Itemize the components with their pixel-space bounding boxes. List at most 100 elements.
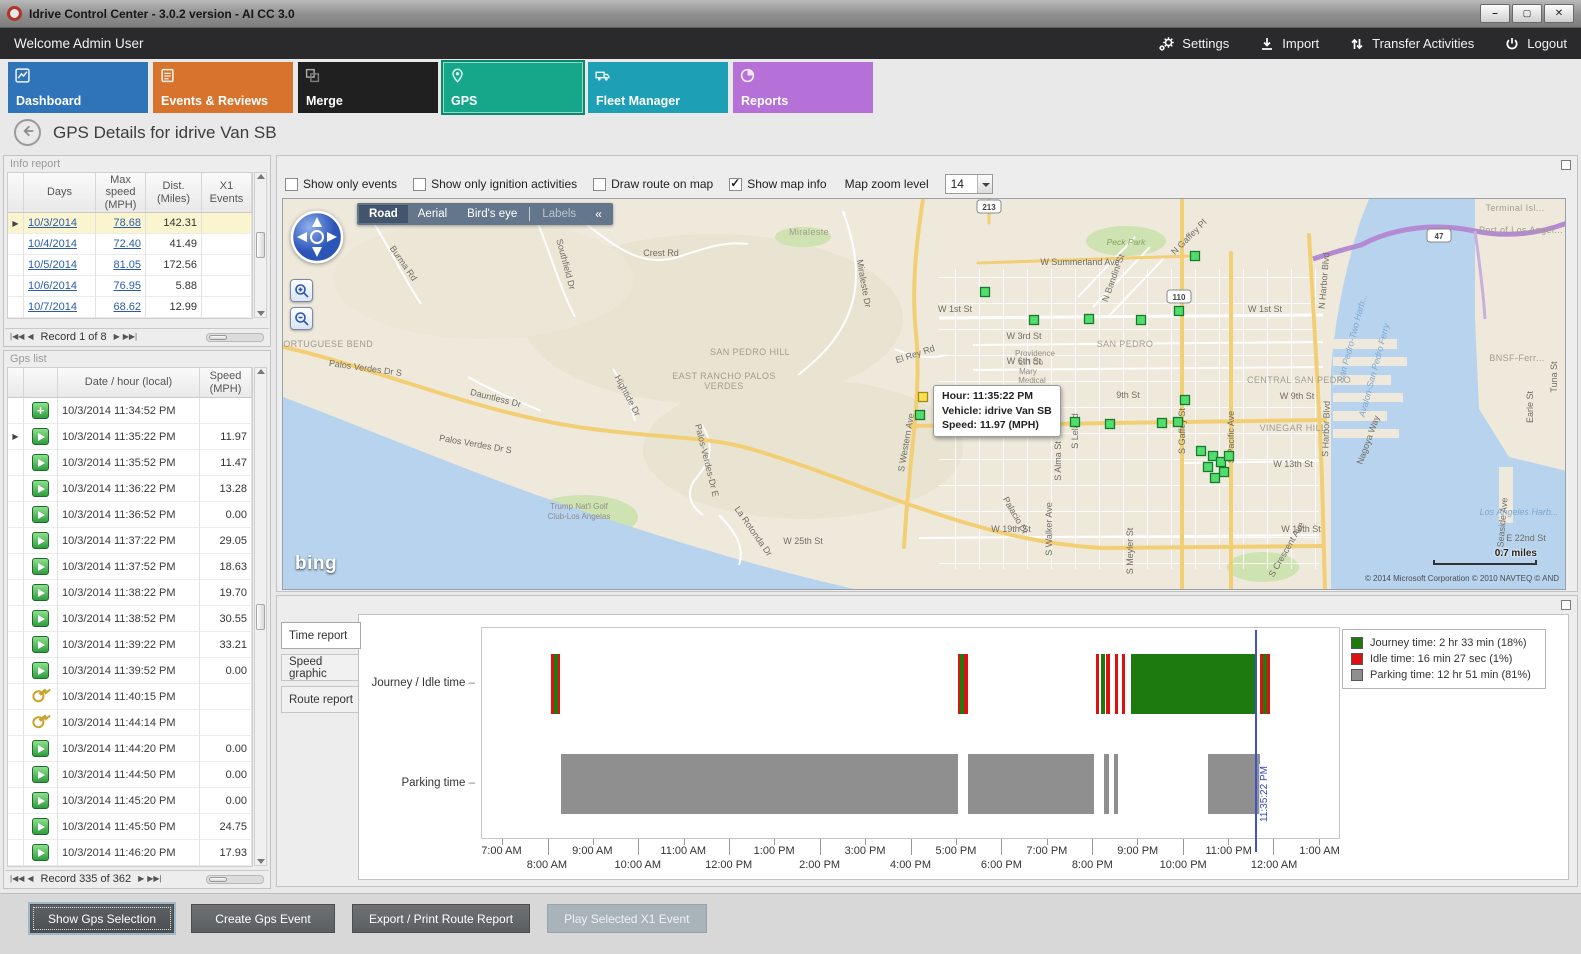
gps-marker[interactable] bbox=[1207, 450, 1219, 462]
pager-prev-button[interactable] bbox=[27, 333, 33, 341]
column-header-max-speed[interactable]: Max speed (MPH) bbox=[96, 173, 146, 212]
pager-prev-button[interactable] bbox=[27, 875, 33, 883]
map-style-labels[interactable]: Labels bbox=[542, 208, 577, 220]
list-item[interactable]: 10/3/2014 11:46:20 PM 17.93 bbox=[8, 840, 252, 866]
list-item[interactable]: 10/3/2014 11:45:50 PM 24.75 bbox=[8, 814, 252, 840]
minimize-button[interactable] bbox=[1480, 4, 1510, 23]
day-link[interactable]: 10/3/2014 bbox=[24, 213, 96, 234]
list-item[interactable]: 10/3/2014 11:38:52 PM 30.55 bbox=[8, 606, 252, 632]
maximize-panel-icon[interactable] bbox=[1561, 160, 1571, 170]
checkbox-show-only-events[interactable]: Show only events bbox=[285, 177, 397, 191]
play-selected-x1-event-button[interactable]: Play Selected X1 Event bbox=[547, 904, 707, 933]
vertical-scrollbar[interactable] bbox=[254, 172, 267, 318]
map-canvas[interactable]: Miraleste Peck Park W Summerland Ave Crest … bbox=[282, 198, 1566, 590]
gps-marker[interactable] bbox=[1028, 314, 1040, 326]
list-item[interactable]: 10/3/2014 11:39:52 PM 0.00 bbox=[8, 658, 252, 684]
max-speed-link[interactable]: 72.40 bbox=[96, 234, 146, 255]
map-style-road[interactable]: Road bbox=[359, 205, 408, 223]
import-button[interactable]: Import bbox=[1259, 36, 1319, 52]
pager-slider[interactable] bbox=[206, 874, 264, 884]
map-style-birds-eye[interactable]: Bird's eye bbox=[467, 208, 518, 220]
maximize-panel-icon[interactable] bbox=[1561, 600, 1571, 610]
gps-marker[interactable] bbox=[1218, 466, 1230, 478]
list-item[interactable]: 10/3/2014 11:38:22 PM 19.70 bbox=[8, 580, 252, 606]
scroll-up-icon[interactable] bbox=[256, 174, 265, 179]
max-speed-link[interactable]: 76.95 bbox=[96, 276, 146, 297]
gantt-plot[interactable]: 11:35:22 PM bbox=[481, 627, 1340, 855]
gps-marker[interactable] bbox=[1104, 418, 1116, 430]
pager-next-button[interactable] bbox=[138, 875, 144, 883]
day-link[interactable]: 10/5/2014 bbox=[24, 255, 96, 276]
gps-marker[interactable] bbox=[1172, 416, 1184, 428]
tab-dashboard[interactable]: Dashboard bbox=[8, 62, 148, 113]
map-compass-control[interactable] bbox=[290, 210, 344, 267]
pager-last-button[interactable] bbox=[123, 333, 137, 341]
pager-slider-thumb[interactable] bbox=[209, 876, 227, 882]
column-header-date[interactable]: Date / hour (local) bbox=[58, 368, 200, 397]
pager-slider-thumb[interactable] bbox=[209, 334, 227, 340]
list-item[interactable]: 10/3/2014 11:44:20 PM 0.00 bbox=[8, 736, 252, 762]
scroll-up-icon[interactable] bbox=[256, 369, 265, 374]
time-cursor[interactable] bbox=[1254, 630, 1257, 852]
list-item[interactable]: 10/3/2014 11:45:20 PM 0.00 bbox=[8, 788, 252, 814]
gps-marker[interactable] bbox=[1202, 461, 1214, 473]
maximize-button[interactable] bbox=[1512, 4, 1542, 23]
tab-speed-graphic[interactable]: Speed graphic bbox=[281, 654, 359, 681]
column-header-speed[interactable]: Speed (MPH) bbox=[200, 368, 252, 397]
pager-last-button[interactable] bbox=[147, 875, 161, 883]
transfer-activities-button[interactable]: Transfer Activities bbox=[1349, 36, 1474, 52]
tab-merge[interactable]: Merge bbox=[298, 62, 438, 113]
max-speed-link[interactable]: 68.62 bbox=[96, 297, 146, 318]
table-row[interactable]: 10/7/2014 68.62 12.99 bbox=[8, 297, 252, 318]
day-link[interactable]: 10/6/2014 bbox=[24, 276, 96, 297]
table-row[interactable]: 10/3/2014 78.68 142.31 bbox=[8, 213, 252, 234]
settings-button[interactable]: Settings bbox=[1158, 35, 1229, 52]
create-gps-event-button[interactable]: Create Gps Event bbox=[191, 904, 335, 933]
scroll-thumb[interactable] bbox=[256, 603, 265, 630]
gps-marker[interactable] bbox=[1135, 314, 1147, 326]
tab-time-report[interactable]: Time report bbox=[281, 622, 361, 649]
checkbox-show-only-ignition[interactable]: Show only ignition activities bbox=[413, 177, 577, 191]
gps-marker[interactable] bbox=[1069, 416, 1081, 428]
collapse-button[interactable]: « bbox=[595, 207, 602, 221]
tab-route-report[interactable]: Route report bbox=[281, 686, 359, 713]
list-item[interactable]: 10/3/2014 11:40:15 PM bbox=[8, 684, 252, 710]
list-item[interactable]: 10/3/2014 11:35:52 PM 11.47 bbox=[8, 450, 252, 476]
list-item[interactable]: 10/3/2014 11:44:50 PM 0.00 bbox=[8, 762, 252, 788]
close-button[interactable] bbox=[1544, 4, 1574, 23]
day-link[interactable]: 10/7/2014 bbox=[24, 297, 96, 318]
tab-fleet-manager[interactable]: Fleet Manager bbox=[588, 62, 728, 113]
vertical-scrollbar[interactable] bbox=[254, 367, 267, 866]
column-header-days[interactable]: Days bbox=[24, 173, 96, 212]
back-button[interactable] bbox=[14, 119, 41, 146]
scroll-down-icon[interactable] bbox=[256, 859, 265, 864]
list-item[interactable]: 10/3/2014 11:36:22 PM 13.28 bbox=[8, 476, 252, 502]
day-link[interactable]: 10/4/2014 bbox=[24, 234, 96, 255]
gps-marker[interactable] bbox=[1189, 250, 1201, 262]
column-header-x1-events[interactable]: X1 Events bbox=[202, 173, 252, 212]
pager-slider[interactable] bbox=[206, 332, 264, 342]
gps-marker[interactable] bbox=[914, 409, 926, 421]
checkbox-show-map-info[interactable]: Show map info bbox=[729, 176, 827, 191]
gps-marker[interactable] bbox=[1195, 445, 1207, 457]
map-style-aerial[interactable]: Aerial bbox=[417, 208, 448, 220]
max-speed-link[interactable]: 81.05 bbox=[96, 255, 146, 276]
pager-first-button[interactable] bbox=[10, 333, 24, 341]
map-zoom-select[interactable]: 14 bbox=[944, 174, 993, 194]
gps-marker[interactable] bbox=[1209, 472, 1221, 484]
gps-marker[interactable] bbox=[1179, 394, 1191, 406]
list-item[interactable]: 10/3/2014 11:37:22 PM 29.05 bbox=[8, 528, 252, 554]
zoom-in-button[interactable] bbox=[290, 279, 313, 302]
gps-marker[interactable] bbox=[1083, 313, 1095, 325]
table-row[interactable]: 10/6/2014 76.95 5.88 bbox=[8, 276, 252, 297]
logout-button[interactable]: Logout bbox=[1504, 36, 1567, 52]
zoom-out-button[interactable] bbox=[290, 307, 313, 330]
gps-marker[interactable] bbox=[1173, 305, 1185, 317]
gps-marker[interactable] bbox=[979, 286, 991, 298]
gps-marker[interactable] bbox=[917, 391, 929, 403]
tab-gps[interactable]: GPS bbox=[443, 62, 583, 113]
table-row[interactable]: 10/4/2014 72.40 41.49 bbox=[8, 234, 252, 255]
max-speed-link[interactable]: 78.68 bbox=[96, 213, 146, 234]
scroll-down-icon[interactable] bbox=[256, 311, 265, 316]
